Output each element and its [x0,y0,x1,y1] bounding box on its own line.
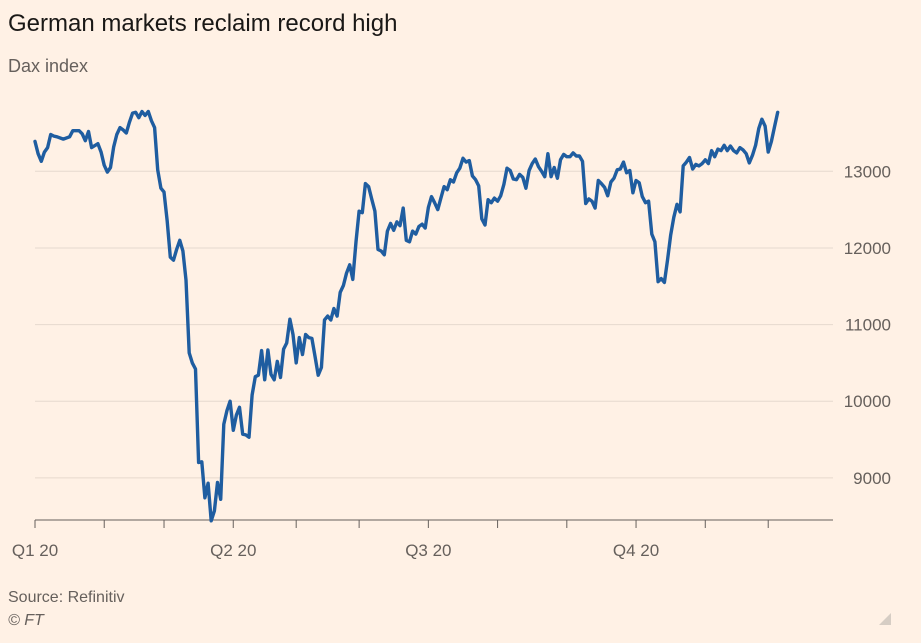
y-tick-label: 10000 [844,392,891,411]
x-tick-label: Q3 20 [405,541,451,560]
series-line [33,109,780,523]
x-tick-label: Q1 20 [12,541,58,560]
y-tick-label: 12000 [844,239,891,258]
source-note: Source: Refinitiv [8,589,125,606]
y-tick-label: 11000 [845,316,891,335]
copyright-note: © FT [8,612,44,629]
x-tick-label: Q2 20 [210,541,256,560]
y-tick-label: 13000 [844,162,891,181]
y-tick-label: 9000 [853,469,891,488]
resize-handle-icon [879,613,891,625]
x-tick-label: Q4 20 [613,541,659,560]
chart-title: German markets reclaim record high [8,10,398,37]
chart-subtitle: Dax index [8,56,89,76]
